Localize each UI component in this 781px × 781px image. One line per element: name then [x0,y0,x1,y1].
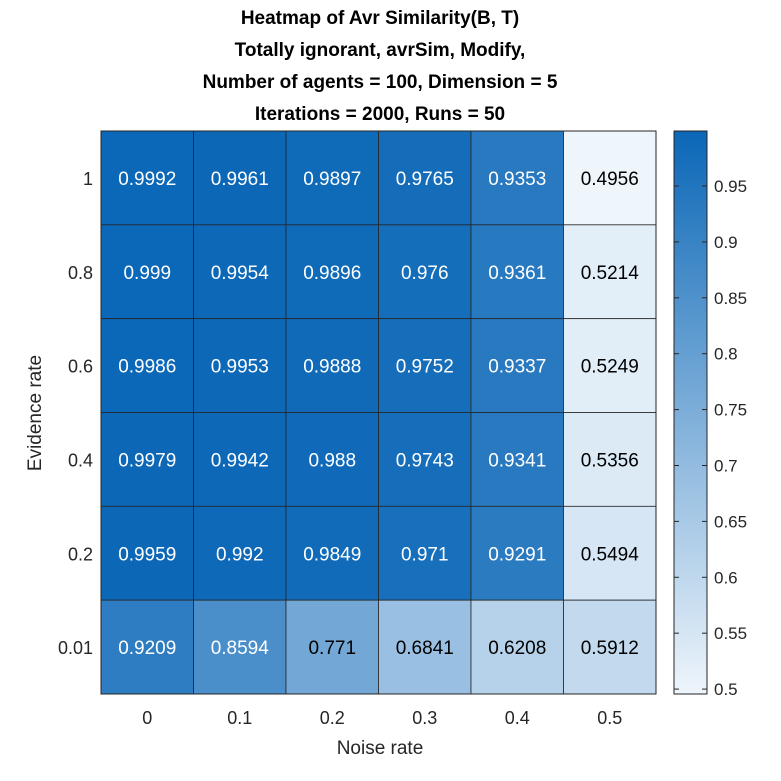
heatmap-cell [193,130,287,226]
x-axis-label: Noise rate [337,738,424,759]
heatmap-cells [100,130,657,695]
y-tick-label: 0.6 [68,357,93,377]
colorbar-tick-label: 0.95 [714,177,747,196]
cell-value-label: 0.988 [308,450,356,471]
title-line: Heatmap of Avr Similarity(B, T) [241,8,519,29]
colorbar-tick-label: 0.65 [714,512,747,531]
cell-value-label: 0.9888 [303,357,361,378]
heatmap-cell [100,505,194,601]
cell-value-label: 0.5494 [581,544,640,565]
heatmap-cell [100,412,194,507]
title-line: Totally ignorant, avrSim, Modify, [235,40,526,61]
heatmap-cell [193,318,287,413]
cell-value-label: 0.9743 [396,450,454,471]
heatmap-cell [378,412,472,507]
cell-value-label: 0.9979 [118,450,176,471]
x-tick-label: 0.3 [412,708,437,728]
heatmap-cell [285,318,379,413]
colorbar-tick-label: 0.75 [714,401,747,420]
cell-value-label: 0.971 [401,544,449,565]
title-line: Iterations = 2000, Runs = 50 [255,104,505,125]
cell-value-label: 0.771 [308,638,356,659]
x-tick-label: 0.5 [597,708,622,728]
cell-value-label: 0.9353 [488,169,546,190]
heatmap-cell [470,130,564,226]
cell-value-label: 0.9849 [303,544,361,565]
colorbar-tick-label: 0.85 [714,289,747,308]
heatmap-cell [100,599,194,695]
heatmap-cell [470,505,564,601]
chart-title: Heatmap of Avr Similarity(B, T) Totally i… [203,8,558,125]
cell-value-label: 0.9209 [118,638,176,659]
cell-value-label: 0.4956 [581,169,639,190]
cell-value-label: 0.9291 [488,544,546,565]
colorbar-tick-label: 0.6 [714,568,738,587]
cell-value-label: 0.9897 [303,169,361,190]
cell-value-label: 0.5249 [581,357,639,378]
x-tick-label: 0.1 [227,708,252,728]
heatmap-cell [378,505,472,601]
cell-value-label: 0.992 [216,544,264,565]
cell-value-label: 0.9954 [211,263,270,284]
colorbar-tick-label: 0.7 [714,456,738,475]
x-tick-label: 0 [142,708,152,728]
cell-value-label: 0.5912 [581,638,639,659]
colorbar-gradient [673,130,708,695]
y-tick-label: 0.01 [58,638,93,658]
title-line: Number of agents = 100, Dimension = 5 [203,72,558,93]
cell-value-label: 0.9961 [211,169,269,190]
cell-value-label: 0.5356 [581,450,639,471]
heatmap-cell [563,318,657,413]
cell-value-label: 0.9765 [396,169,454,190]
plot-border [100,130,657,695]
y-tick-label: 1 [83,169,93,189]
cell-value-label: 0.999 [123,263,171,284]
heatmap-cell [378,318,472,413]
cell-value-label: 0.5214 [581,263,640,284]
heatmap-cell [378,224,472,320]
cell-value-label: 0.9341 [488,450,546,471]
cell-value-label: 0.9942 [211,450,269,471]
cell-labels: 0.9992 0.9961 0.9897 0.9765 0.9353 0.4956 0.99… [118,169,639,659]
heatmap-cell [470,412,564,507]
cell-value-label: 0.976 [401,263,449,284]
cell-value-label: 0.9959 [118,544,176,565]
heatmap-cell [100,318,194,413]
heatmap-cell [378,130,472,226]
cell-value-label: 0.6841 [396,638,454,659]
cell-value-label: 0.9986 [118,357,176,378]
heatmap-cell [563,224,657,320]
y-tick-label: 0.8 [68,263,93,283]
heatmap-cell [285,412,379,507]
colorbar-tick-label: 0.5 [714,680,738,699]
cell-value-label: 0.9361 [488,263,546,284]
x-tick-label: 0.4 [505,708,530,728]
cell-value-label: 0.9752 [396,357,454,378]
colorbar-tick-label: 0.8 [714,345,738,364]
heatmap-cell [470,599,564,695]
heatmap-cell [563,130,657,226]
y-axis-label: Evidence rate [25,355,46,471]
cell-value-label: 0.6208 [488,638,546,659]
x-tick-labels: 0 0.1 0.2 0.3 0.4 0.5 [142,708,622,728]
heatmap-cell [563,599,657,695]
cell-value-label: 0.8594 [211,638,270,659]
cell-value-label: 0.9337 [488,357,546,378]
colorbar: 0.5 0.55 0.6 0.65 0.7 0.75 0.8 0.85 0.9 0.95 [673,130,747,699]
heatmap-cell [285,505,379,601]
y-tick-label: 0.2 [68,544,93,564]
cell-value-label: 0.9953 [211,357,269,378]
colorbar-tick-label: 0.9 [714,233,738,252]
cell-value-label: 0.9896 [303,263,361,284]
cell-value-label: 0.9992 [118,169,176,190]
heatmap-cell [193,224,287,320]
y-tick-label: 0.4 [68,450,93,470]
colorbar-tick-label: 0.55 [714,624,747,643]
y-tick-labels: 1 0.8 0.6 0.4 0.2 0.01 [58,169,93,658]
heatmap-cell [193,412,287,507]
x-tick-label: 0.2 [320,708,345,728]
heatmap-cell [470,318,564,413]
heatmap-cell [100,130,194,226]
